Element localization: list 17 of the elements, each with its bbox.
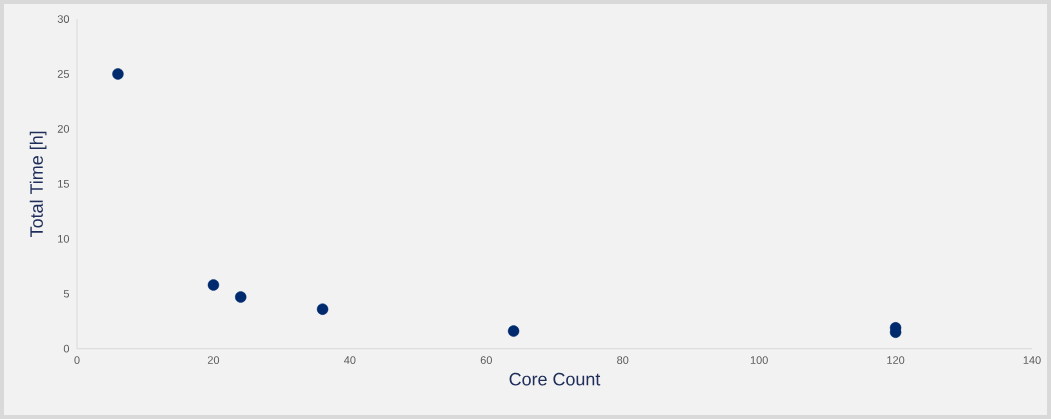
y-tick-label: 10 <box>58 234 70 243</box>
x-tick-label: 60 <box>480 356 492 364</box>
y-tick-label: 5 <box>63 289 70 298</box>
y-tick-label: 0 <box>63 344 70 353</box>
x-tick-label: 80 <box>617 356 629 364</box>
y-axis-title: Total Time [h] <box>29 131 47 237</box>
y-tick-label: 25 <box>57 70 70 78</box>
y-tick-label: 20 <box>57 125 70 133</box>
y-tick-label: 15 <box>58 180 70 188</box>
x-tick-label: 40 <box>344 356 356 364</box>
x-axis-title: Core Count <box>509 372 601 386</box>
y-tick-label: 30 <box>57 15 70 23</box>
x-tick-label: 100 <box>750 356 768 364</box>
x-tick-label: 120 <box>887 356 905 364</box>
x-tick-label: 140 <box>1023 356 1041 364</box>
x-tick-label: 20 <box>207 356 220 364</box>
x-tick-label: 0 <box>74 356 80 364</box>
